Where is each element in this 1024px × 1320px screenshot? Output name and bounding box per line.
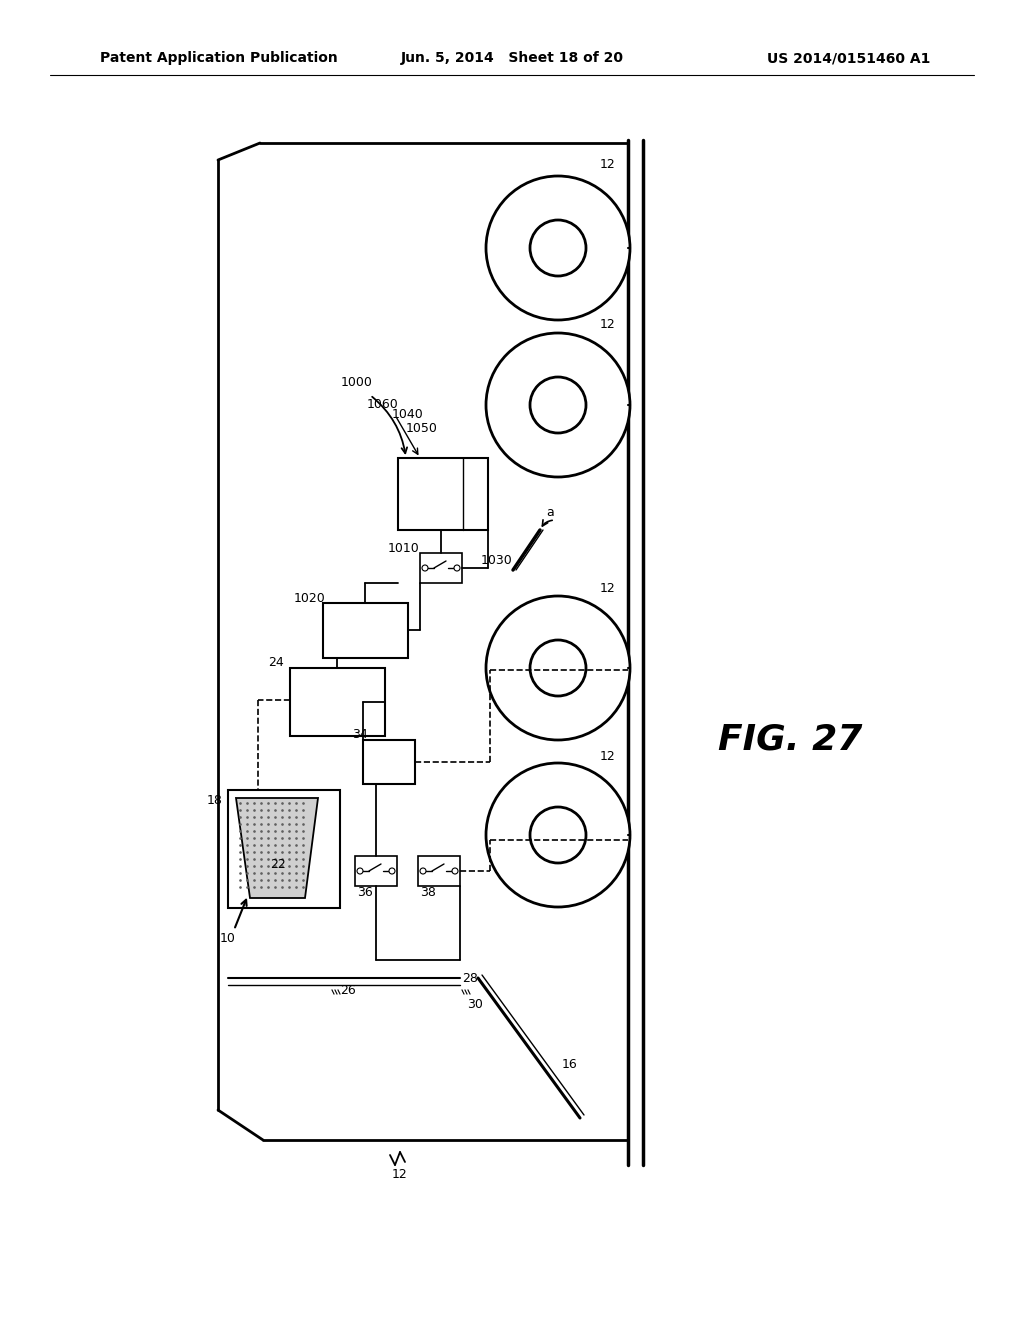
Polygon shape xyxy=(236,799,318,898)
Circle shape xyxy=(389,869,395,874)
Text: 16: 16 xyxy=(562,1059,578,1072)
Bar xyxy=(355,855,397,886)
Circle shape xyxy=(530,807,586,863)
Bar xyxy=(418,855,460,886)
Circle shape xyxy=(486,597,630,741)
Text: 34: 34 xyxy=(352,727,368,741)
Text: 12: 12 xyxy=(600,582,615,594)
Text: 1030: 1030 xyxy=(481,553,513,566)
Text: a: a xyxy=(546,507,554,520)
Text: 10: 10 xyxy=(220,932,236,945)
Text: FIG. 27: FIG. 27 xyxy=(718,723,862,756)
Text: US 2014/0151460 A1: US 2014/0151460 A1 xyxy=(767,51,930,65)
Text: 1040: 1040 xyxy=(392,408,424,421)
Bar xyxy=(290,668,385,737)
Text: 22: 22 xyxy=(270,858,286,871)
Circle shape xyxy=(486,763,630,907)
Text: 1050: 1050 xyxy=(407,421,438,434)
Text: 36: 36 xyxy=(357,887,373,899)
Text: 24: 24 xyxy=(268,656,284,668)
Bar xyxy=(228,789,340,908)
Circle shape xyxy=(452,869,458,874)
Text: 38: 38 xyxy=(420,887,436,899)
Circle shape xyxy=(530,220,586,276)
Circle shape xyxy=(454,565,460,572)
Text: 12: 12 xyxy=(600,318,615,331)
Text: 12: 12 xyxy=(600,158,615,172)
Text: Patent Application Publication: Patent Application Publication xyxy=(100,51,338,65)
Bar xyxy=(420,553,462,583)
Text: 1010: 1010 xyxy=(388,541,420,554)
Text: 30: 30 xyxy=(467,998,483,1011)
Text: 1020: 1020 xyxy=(294,591,326,605)
Bar xyxy=(398,458,488,531)
Text: 12: 12 xyxy=(392,1168,408,1181)
Text: 28: 28 xyxy=(462,972,478,985)
Text: 12: 12 xyxy=(600,750,615,763)
Text: Jun. 5, 2014   Sheet 18 of 20: Jun. 5, 2014 Sheet 18 of 20 xyxy=(400,51,624,65)
Circle shape xyxy=(357,869,362,874)
Circle shape xyxy=(530,640,586,696)
Circle shape xyxy=(530,378,586,433)
Circle shape xyxy=(486,333,630,477)
Bar xyxy=(323,603,408,657)
Text: 26: 26 xyxy=(340,983,356,997)
Bar xyxy=(362,741,415,784)
Circle shape xyxy=(486,176,630,319)
Text: 1000: 1000 xyxy=(341,375,373,388)
Circle shape xyxy=(420,869,426,874)
Circle shape xyxy=(422,565,428,572)
Text: 1060: 1060 xyxy=(368,399,399,412)
Text: 18: 18 xyxy=(207,793,223,807)
